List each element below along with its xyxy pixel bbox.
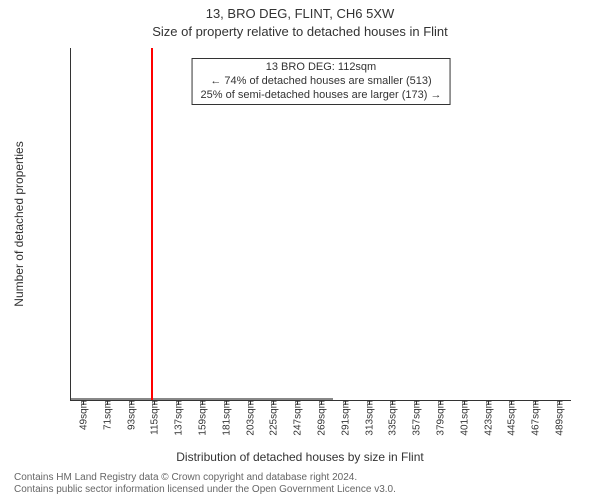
xtick-label: 401sqm [457,400,470,436]
xtick-label: 379sqm [434,400,447,436]
xtick-label: 181sqm [219,400,232,436]
footer: Contains HM Land Registry data © Crown c… [14,472,586,496]
subject-marker-line [151,48,153,400]
annotation-line-1: 13 BRO DEG: 112sqm [201,61,442,75]
xtick-label: 291sqm [338,400,351,436]
annotation-box: 13 BRO DEG: 112sqm ← 74% of detached hou… [192,58,451,105]
xtick-label: 467sqm [529,400,542,436]
y-axis-label: Number of detached properties [12,59,26,224]
plot-area: 13 BRO DEG: 112sqm ← 74% of detached hou… [70,48,571,401]
xtick-label: 445sqm [505,400,518,436]
xtick-label: 71sqm [100,400,113,430]
xtick-label: 225sqm [267,400,280,436]
xtick-label: 335sqm [386,400,399,436]
x-axis-label: Distribution of detached houses by size … [0,450,600,464]
xtick-label: 137sqm [172,400,185,436]
page-suptitle: 13, BRO DEG, FLINT, CH6 5XW [0,6,600,21]
xtick-label: 49sqm [76,400,89,430]
xtick-label: 423sqm [481,400,494,436]
footer-line-1: Contains HM Land Registry data © Crown c… [14,472,586,484]
footer-line-2: Contains public sector information licen… [14,484,586,496]
xtick-label: 247sqm [291,400,304,436]
xtick-label: 269sqm [315,400,328,436]
chart-title: Size of property relative to detached ho… [0,24,600,39]
annotation-line-3: 25% of semi-detached houses are larger (… [201,89,442,103]
xtick-label: 357sqm [410,400,423,436]
xtick-label: 313sqm [362,400,375,436]
annotation-line-2: ← 74% of detached houses are smaller (51… [201,75,442,89]
xtick-label: 489sqm [553,400,566,436]
chart-container: 13, BRO DEG, FLINT, CH6 5XW Size of prop… [0,0,600,500]
xtick-label: 93sqm [124,400,137,430]
xtick-label: 203sqm [243,400,256,436]
xtick-label: 115sqm [148,400,161,435]
xtick-label: 159sqm [195,400,208,436]
